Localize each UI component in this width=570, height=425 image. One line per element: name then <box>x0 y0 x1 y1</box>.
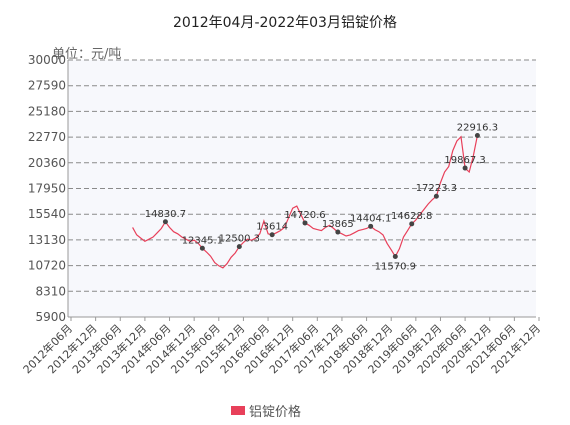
data-point <box>335 229 341 235</box>
data-label: 14720.6 <box>284 210 325 221</box>
data-point <box>433 193 439 199</box>
y-tick-label: 25180 <box>28 104 66 118</box>
y-tick-label: 8310 <box>35 284 66 298</box>
data-point <box>474 133 480 139</box>
data-label: 12500.3 <box>219 234 260 245</box>
data-label: 14830.7 <box>145 209 186 220</box>
data-label: 13865 <box>322 219 354 230</box>
legend-label: 铝锭价格 <box>249 405 302 420</box>
data-label: 14404.1 <box>350 213 391 224</box>
data-label: 13614 <box>256 222 288 233</box>
y-tick-label: 17950 <box>28 182 66 196</box>
data-label: 11570.9 <box>375 262 416 273</box>
y-tick-label: 10720 <box>28 259 66 273</box>
y-tick-label: 22770 <box>28 130 66 144</box>
data-point <box>409 221 415 227</box>
data-point <box>302 220 308 226</box>
data-point <box>462 165 468 171</box>
data-point <box>368 223 374 229</box>
legend-swatch <box>231 406 245 415</box>
data-point <box>269 232 275 238</box>
data-label: 14628.8 <box>391 211 432 222</box>
data-label: 19867.3 <box>444 155 485 166</box>
data-point <box>199 245 205 251</box>
y-tick-label: 5900 <box>35 310 66 324</box>
y-tick-label: 27590 <box>28 79 66 93</box>
data-point <box>162 219 168 225</box>
y-tick-label: 13130 <box>28 233 66 247</box>
data-label: 12345.1 <box>182 235 223 246</box>
data-label: 22916.3 <box>457 123 498 134</box>
y-tick-label: 15540 <box>28 207 66 221</box>
chart-title: 2012年04月-2022年03月铝锭价格 <box>173 15 397 31</box>
data-point <box>392 254 398 260</box>
legend[interactable]: 铝锭价格 <box>231 401 301 420</box>
y-axis-unit-label: 单位：元/吨 <box>52 47 122 62</box>
data-point <box>236 244 242 250</box>
y-tick-label: 20360 <box>28 156 66 170</box>
data-label: 17223.3 <box>416 183 457 194</box>
y-tick-label: 30000 <box>28 53 66 67</box>
